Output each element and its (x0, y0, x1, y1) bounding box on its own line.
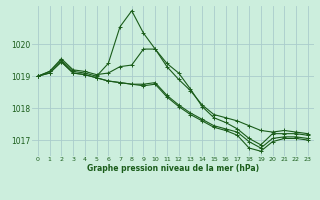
X-axis label: Graphe pression niveau de la mer (hPa): Graphe pression niveau de la mer (hPa) (87, 164, 259, 173)
